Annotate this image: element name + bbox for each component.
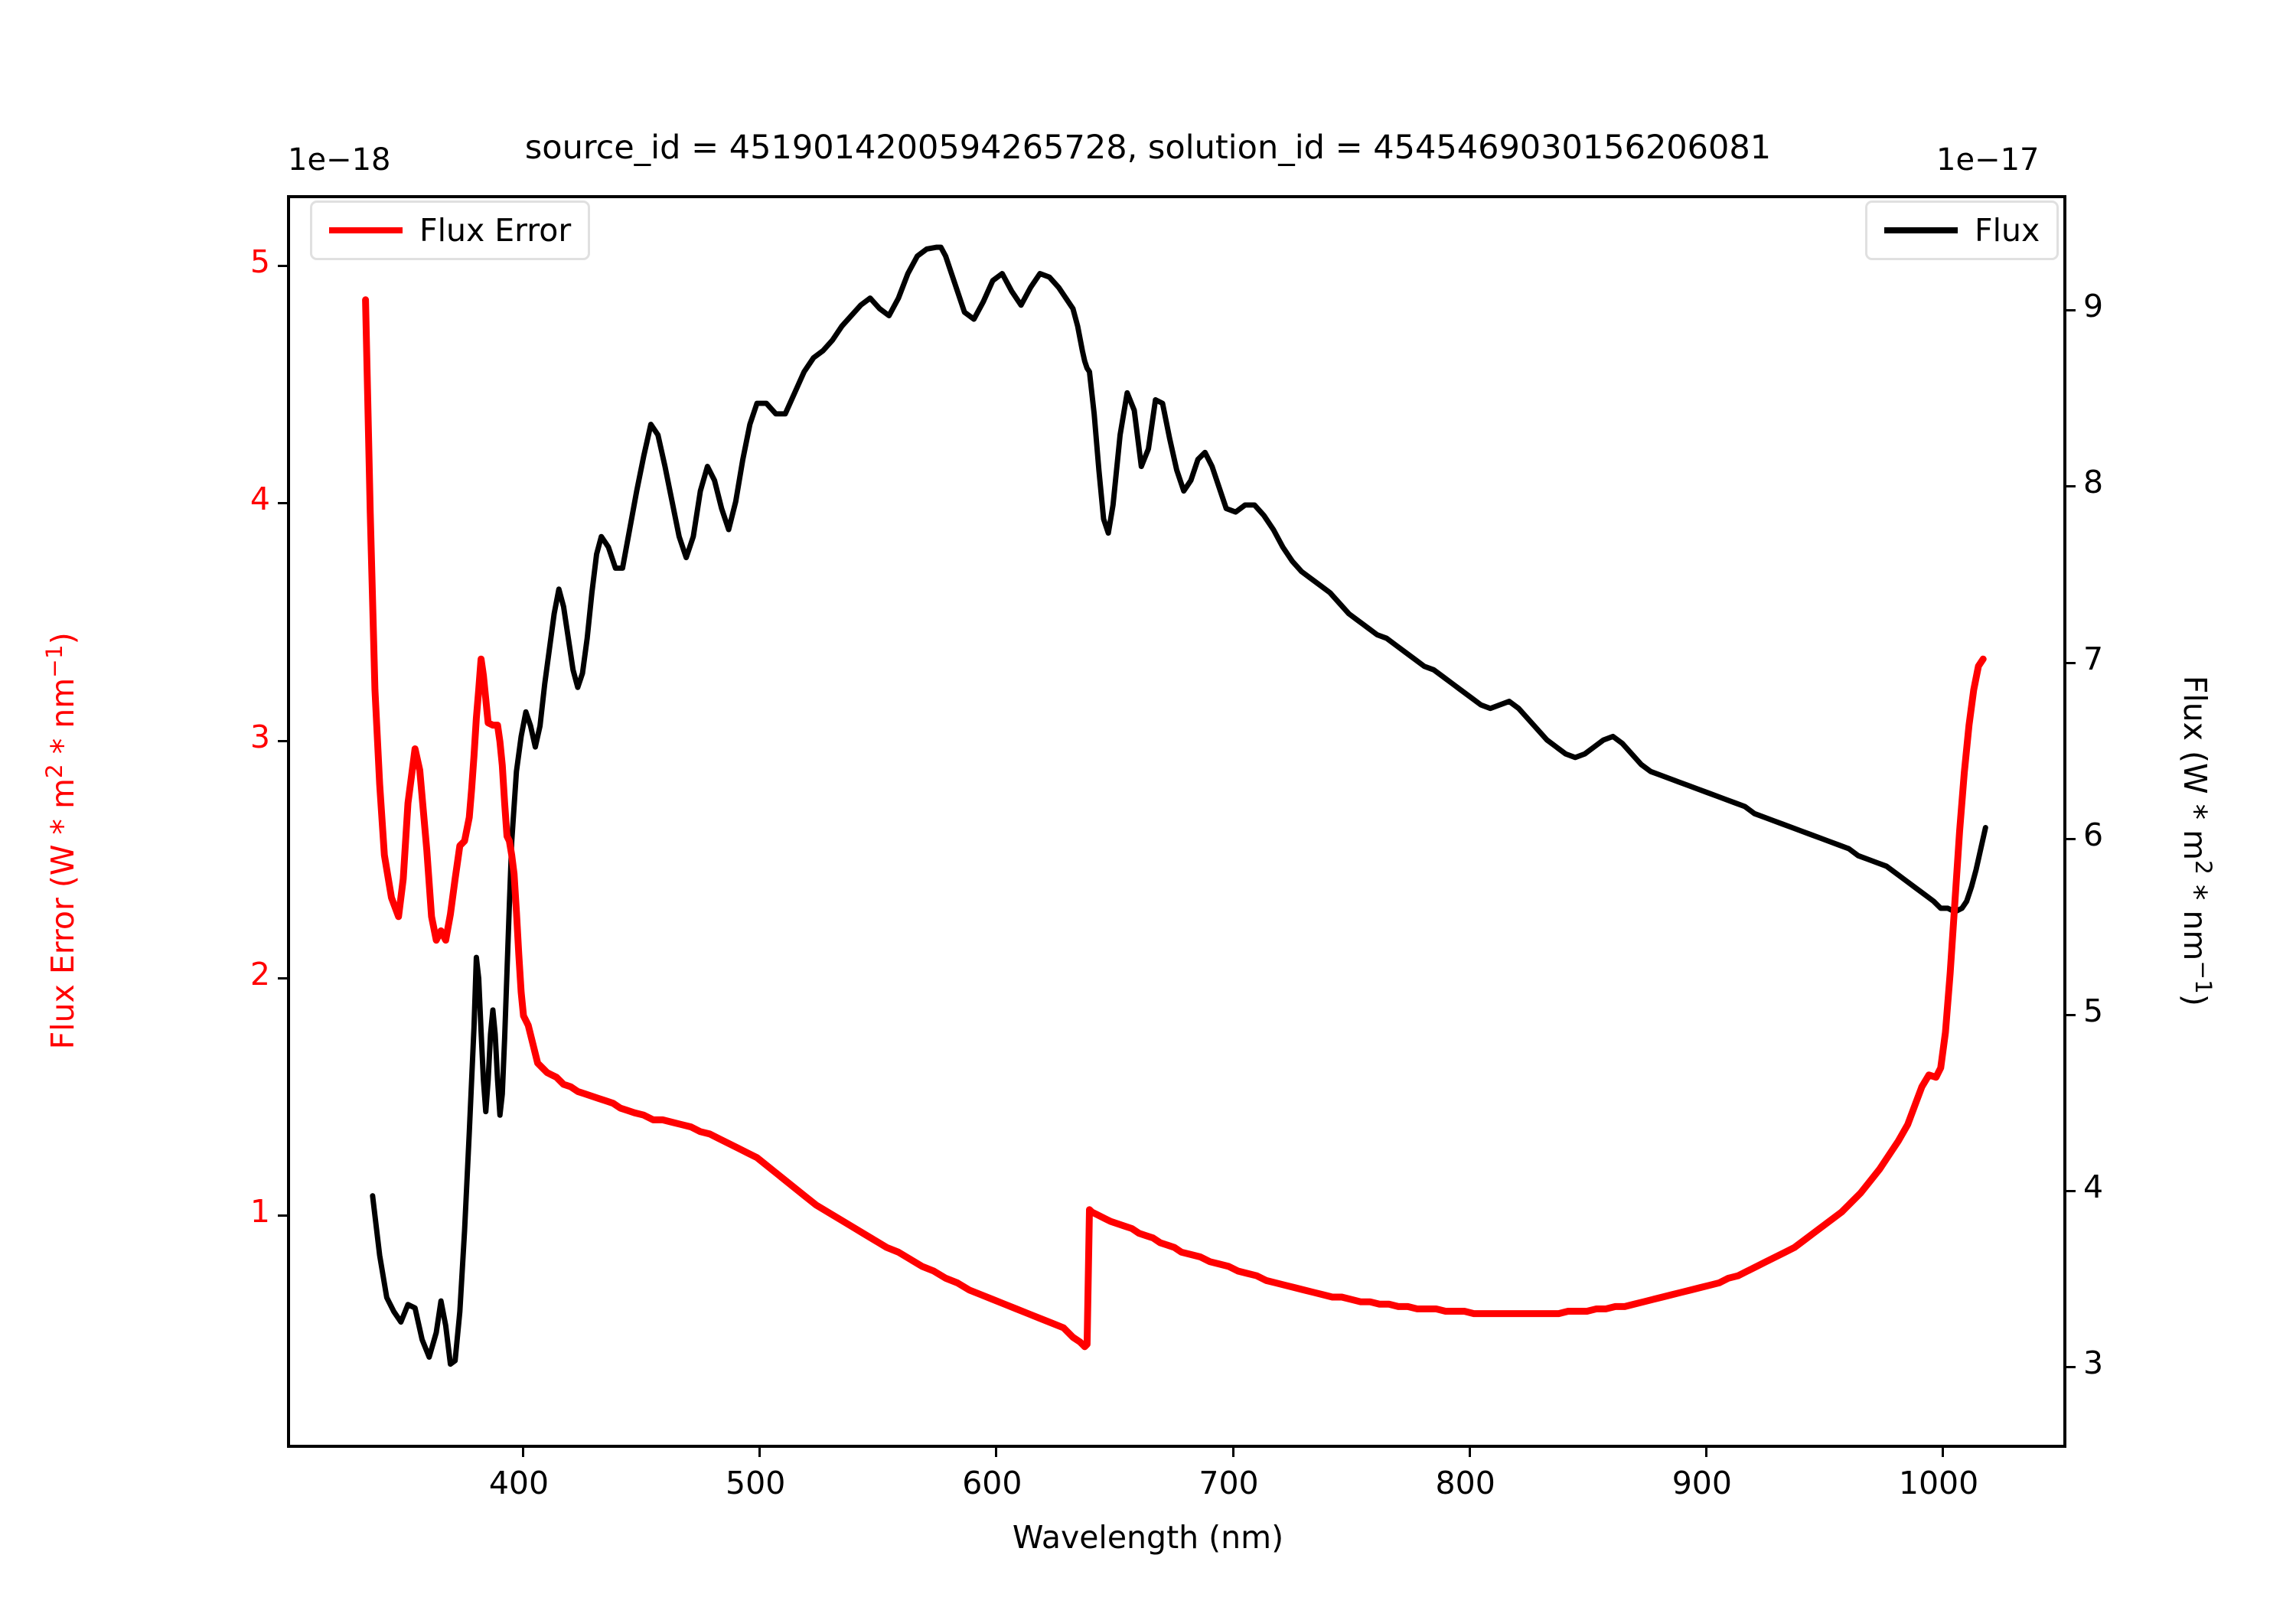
y-right-tick-mark (2063, 485, 2076, 488)
x-tick-mark (758, 1445, 762, 1457)
y-right-tick-label: 5 (2083, 993, 2104, 1029)
y-right-tick-mark (2063, 837, 2076, 840)
y-left-tick-mark (278, 264, 290, 267)
y-left-tick-mark (278, 739, 290, 742)
y-right-tick-mark (2063, 1366, 2076, 1369)
x-tick-mark (1468, 1445, 1471, 1457)
y-right-tick-label: 6 (2083, 816, 2104, 853)
x-tick-mark (995, 1445, 998, 1457)
legend-flux-error[interactable]: Flux Error (310, 200, 591, 260)
y-left-tick-mark (278, 1214, 290, 1217)
x-tick-label: 500 (726, 1465, 786, 1501)
right-axis-offset-text: 1e−17 (1936, 142, 2040, 178)
y-right-tick-label: 3 (2083, 1345, 2104, 1382)
flux-error-color-swatch (329, 227, 403, 233)
y-right-title-mid: * nm (2177, 874, 2214, 961)
legend-flux[interactable]: Flux (1865, 200, 2060, 260)
flux-line (370, 244, 1988, 1367)
flux-color-swatch (1884, 227, 1958, 233)
y-left-tick-mark (278, 976, 290, 980)
x-tick-mark (1704, 1445, 1707, 1457)
x-tick-mark (1942, 1445, 1945, 1457)
y-left-title-sup1: 2 (41, 764, 68, 779)
flux-error-line (362, 296, 1987, 1351)
y-right-tick-mark (2063, 661, 2076, 664)
y-left-tick-label: 5 (249, 243, 270, 280)
x-axis-title: Wavelength (nm) (1012, 1519, 1284, 1556)
x-tick-label: 900 (1671, 1465, 1732, 1501)
x-tick-mark (521, 1445, 524, 1457)
legend-flux-label: Flux (1975, 212, 2040, 249)
y-right-tick-label: 9 (2083, 288, 2104, 325)
x-tick-label: 800 (1435, 1465, 1495, 1501)
x-tick-label: 600 (962, 1465, 1022, 1501)
left-axis-offset-text: 1e−18 (288, 142, 391, 178)
y-left-tick-label: 1 (249, 1193, 270, 1231)
y-axis-right-title: Flux (W * m2 * nm−1) (2177, 497, 2216, 1185)
x-tick-label: 400 (488, 1465, 550, 1501)
y-right-tick-mark (2063, 1014, 2076, 1016)
y-right-title-prefix: Flux (W * m (2177, 675, 2214, 861)
legend-flux-error-label: Flux Error (419, 212, 572, 249)
x-tick-mark (1231, 1445, 1234, 1457)
y-left-title-prefix: Flux Error (W * m (44, 778, 81, 1050)
y-left-tick-label: 2 (249, 955, 270, 993)
plot-svg (362, 244, 1988, 1367)
y-left-title-suffix: ) (44, 632, 81, 645)
y-right-title-sup1: 2 (2190, 860, 2216, 875)
y-right-title-suffix: ) (2177, 993, 2214, 1006)
y-right-tick-label: 4 (2083, 1169, 2104, 1206)
plot-axes (278, 195, 2076, 1457)
y-right-title-sup2: −1 (2190, 960, 2216, 994)
x-tick-label: 700 (1199, 1465, 1259, 1501)
x-tick-label: 1000 (1898, 1465, 1979, 1501)
y-left-title-sup2: −1 (41, 644, 68, 678)
y-right-tick-mark (2063, 309, 2076, 312)
y-axis-left-title: Flux Error (W * m2 * nm−1) (41, 497, 81, 1185)
y-right-tick-label: 8 (2083, 464, 2104, 501)
y-right-tick-label: 7 (2083, 640, 2104, 677)
y-left-tick-label: 3 (249, 718, 270, 755)
y-left-tick-label: 4 (249, 481, 270, 518)
page-title: source_id = 4519014200594265728, solutio… (524, 129, 1772, 167)
y-right-tick-mark (2063, 1190, 2076, 1193)
y-left-title-mid: * nm (44, 677, 81, 764)
y-left-tick-mark (278, 502, 290, 505)
